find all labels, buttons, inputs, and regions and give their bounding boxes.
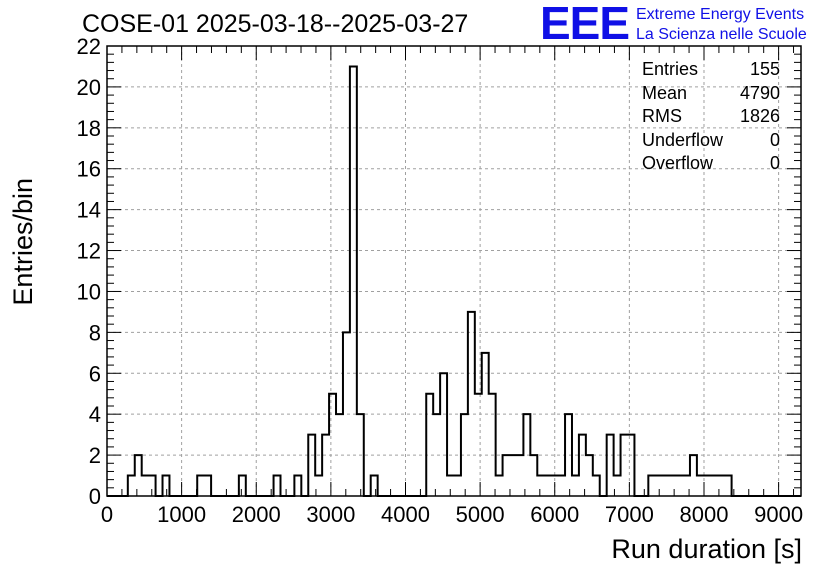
x-tick-label: 9000	[754, 502, 803, 527]
y-tick-label: 16	[77, 157, 101, 182]
stats-label: Overflow	[642, 153, 714, 174]
y-tick-label: 0	[89, 484, 101, 509]
stats-row-rms: RMS 1826	[642, 105, 780, 129]
x-tick-label: 1000	[157, 502, 206, 527]
stats-label: RMS	[642, 106, 682, 127]
y-tick-label: 14	[77, 198, 101, 223]
stats-box: Entries 155 Mean 4790 RMS 1826 Underflow…	[642, 58, 780, 176]
y-tick-label: 20	[77, 75, 101, 100]
stats-row-mean: Mean 4790	[642, 82, 780, 106]
y-tick-label: 4	[89, 402, 101, 427]
x-tick-label: 0	[101, 502, 113, 527]
x-tick-label: 5000	[456, 502, 505, 527]
stats-value: 155	[749, 59, 780, 79]
y-tick-label: 18	[77, 116, 101, 141]
y-tick-label: 6	[89, 361, 101, 386]
y-tick-label: 2	[89, 443, 101, 468]
stats-value: 0	[769, 153, 780, 174]
y-tick-label: 8	[89, 320, 101, 345]
stats-value: 4790	[739, 82, 780, 103]
stats-label: Entries	[642, 59, 699, 79]
stats-row-underflow: Underflow 0	[642, 129, 780, 153]
stats-value: 0	[769, 129, 780, 150]
stats-label: Mean	[642, 82, 688, 103]
y-axis-label: Entries/bin	[8, 178, 38, 306]
x-axis-label: Run duration [s]	[611, 534, 802, 564]
x-tick-label: 4000	[381, 502, 430, 527]
stats-row-entries: Entries 155	[642, 58, 780, 82]
logo-line-2: La Scienza nelle Scuole	[636, 26, 807, 43]
x-tick-label: 7000	[605, 502, 654, 527]
x-tick-label: 3000	[306, 502, 355, 527]
x-tick-label: 2000	[232, 502, 281, 527]
plot-frame	[106, 45, 802, 497]
logo-line-1: Extreme Energy Events	[636, 6, 805, 23]
chart-title: COSE-01 2025-03-18--2025-03-27	[82, 10, 469, 38]
y-tick-label: 12	[77, 239, 101, 264]
x-tick-label: 6000	[530, 502, 579, 527]
x-tick-label: 8000	[680, 502, 729, 527]
stats-label: Underflow	[642, 129, 724, 150]
y-tick-label: 22	[77, 34, 101, 59]
y-tick-label: 10	[77, 279, 101, 304]
stats-value: 1826	[739, 106, 780, 127]
eee-logo: EEE	[540, 0, 630, 49]
stats-row-overflow: Overflow 0	[642, 152, 780, 176]
